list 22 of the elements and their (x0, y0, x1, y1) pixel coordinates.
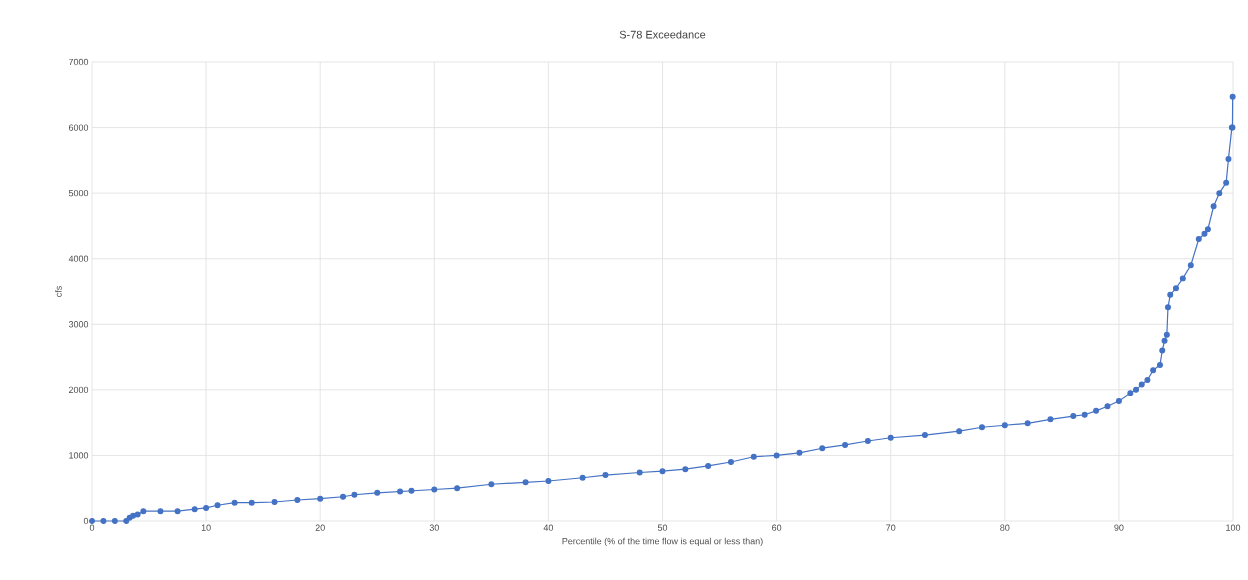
y-tick-label: 4000 (68, 255, 89, 262)
x-tick-label: 20 (315, 524, 325, 531)
y-tick-label: 7000 (68, 58, 89, 66)
y-tick-label: 5000 (68, 189, 89, 197)
y-tick-label: 1000 (69, 452, 89, 459)
x-tick-label: 60 (772, 524, 782, 531)
x-tick-label: 10 (201, 524, 211, 531)
x-tick-label: 90 (1114, 524, 1124, 531)
y-tick-label: 6000 (68, 124, 89, 131)
x-tick-label: 30 (429, 524, 439, 531)
x-axis-title: Percentile (% of the time flow is equal or less than) (562, 537, 763, 547)
x-tick-label: 80 (1000, 524, 1010, 531)
chart-title: S-78 Exceedance (619, 30, 706, 39)
y-tick-label: 2000 (68, 386, 89, 394)
x-tick-label: 0 (89, 524, 95, 531)
y-tick-label: 0 (83, 517, 89, 525)
y-axis-title: cfs (55, 286, 62, 297)
y-tick-label: 3000 (68, 321, 89, 328)
x-tick-label: 70 (886, 524, 896, 531)
x-tick-label: 50 (657, 524, 668, 531)
x-tick-label: 100 (1226, 524, 1241, 531)
x-tick-label: 40 (543, 524, 554, 531)
